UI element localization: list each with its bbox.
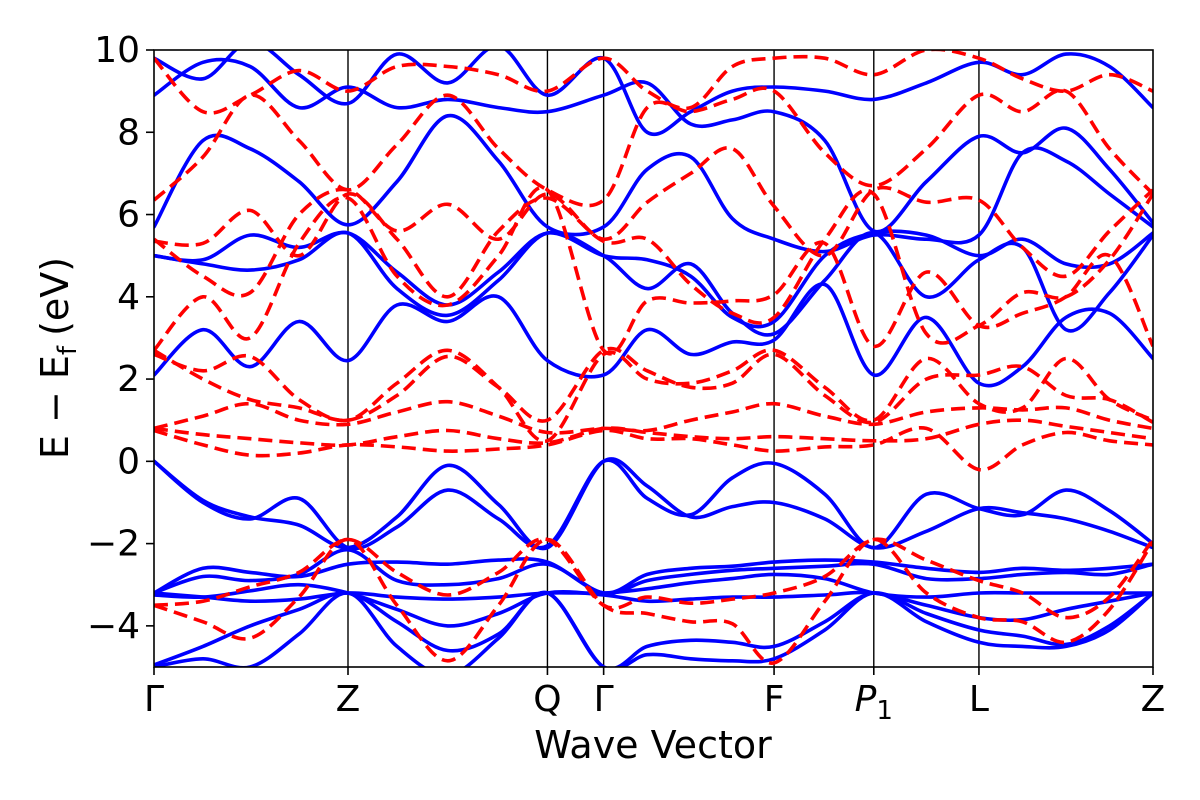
x-tick-label: Z [1141, 679, 1166, 720]
spin-down-band-22 [154, 188, 1153, 345]
x-tick-label-subscript: 1 [876, 696, 893, 726]
y-axis-title: E − Ef (eV) [33, 257, 83, 459]
y-axis-title-main: E − E [33, 355, 77, 459]
spin-down-band-18 [154, 399, 1153, 435]
spin-up-band-7 [154, 591, 1153, 667]
y-tick-label: −4 [87, 606, 140, 647]
x-tick-label: P1 [855, 679, 893, 726]
spin-down-band-14 [154, 537, 1153, 620]
spin-up-band-4 [154, 572, 1153, 604]
y-tick-label: 8 [117, 112, 140, 153]
spin-up-band-6 [154, 590, 1153, 667]
y-tick-label: 10 [94, 30, 140, 71]
x-axis-ticks: Γ Z Q Γ F P1 L Z [144, 667, 1165, 726]
y-tick-label: 6 [117, 195, 140, 236]
y-tick-label: 4 [117, 277, 140, 318]
spin-down-band-16 [154, 426, 1153, 472]
spin-down-band-19 [154, 348, 1153, 443]
spin-down-band-20 [154, 346, 1153, 425]
spin-down-band-15 [154, 537, 1153, 665]
y-tick-label: 0 [117, 441, 140, 482]
x-tick-label: Z [336, 679, 361, 720]
y-axis-ticks: −4 −2 0 2 4 6 8 10 [87, 30, 154, 647]
plot-frame [153, 49, 1154, 668]
spin-down-band-21 [154, 185, 1153, 356]
band-curves [154, 50, 1153, 667]
spin-down-band-23 [154, 146, 1153, 298]
spin-down-band-25 [154, 50, 1153, 115]
plot-background [154, 50, 1153, 667]
spin-down-band-24 [154, 86, 1153, 208]
spin-up-band-1 [154, 458, 1153, 551]
y-axis-title-unit: (eV) [33, 257, 77, 336]
spin-up-band-0 [154, 457, 1153, 551]
x-tick-label: F [764, 679, 785, 720]
spin-up-band-11 [154, 113, 1153, 254]
spin-down-band-17 [154, 418, 1153, 447]
x-tick-label: L [969, 679, 989, 720]
x-tick-label: Q [533, 679, 561, 720]
x-axis-title: Wave Vector [534, 723, 772, 767]
y-axis-title-subscript: f [53, 345, 83, 355]
x-tick-label: Γ [144, 679, 164, 720]
spin-up-band-8 [154, 282, 1153, 388]
y-tick-label: 2 [117, 359, 140, 400]
spin-up-band-2 [154, 557, 1153, 595]
y-tick-label: −2 [87, 524, 140, 565]
x-tick-label: Γ [594, 679, 614, 720]
spin-up-band-10 [154, 229, 1153, 329]
